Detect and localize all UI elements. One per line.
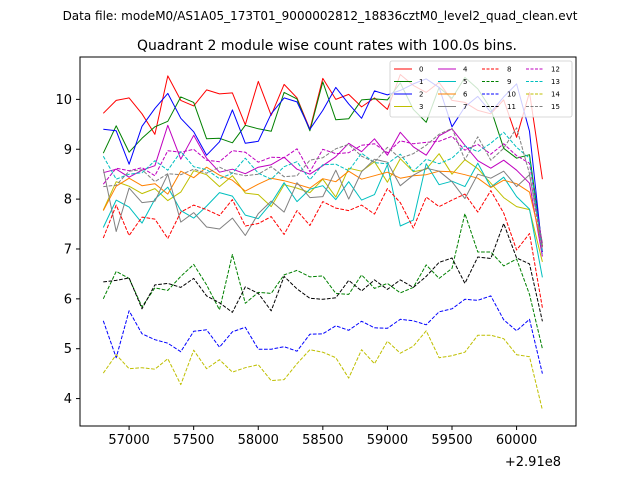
legend-label-5: 5 xyxy=(463,78,467,86)
series-line-8 xyxy=(102,188,543,308)
legend-label-14: 14 xyxy=(551,91,560,99)
plot-area-frame xyxy=(79,56,577,427)
chart-title: Quadrant 2 module wise count rates with … xyxy=(137,38,517,54)
legend-label-12: 12 xyxy=(551,66,560,74)
y-tick-label: 6 xyxy=(64,292,72,307)
x-tick-label: 59500 xyxy=(431,433,472,448)
y-tick-label: 8 xyxy=(64,193,72,208)
y-tick-label: 5 xyxy=(64,342,72,357)
series-line-7 xyxy=(102,158,543,244)
x-tick-label: 57500 xyxy=(173,433,214,448)
legend-label-6: 6 xyxy=(463,91,468,99)
legend-label-11: 11 xyxy=(507,103,516,111)
legend-label-9: 9 xyxy=(507,78,511,86)
series-line-11 xyxy=(103,223,543,322)
legend-label-3: 3 xyxy=(419,103,423,111)
x-tick-label: 60000 xyxy=(496,433,537,448)
series-line-14 xyxy=(102,330,543,411)
y-axis: 4 5 6 7 8 9 10 xyxy=(55,93,80,407)
legend-label-13: 13 xyxy=(551,78,560,86)
legend-label-10: 10 xyxy=(507,91,516,99)
legend-label-1: 1 xyxy=(419,78,423,86)
series-line-15 xyxy=(103,127,543,251)
legend-label-0: 0 xyxy=(419,66,423,74)
legend-label-4: 4 xyxy=(463,66,468,74)
series-line-5 xyxy=(102,162,543,278)
series-line-13 xyxy=(102,131,543,254)
series-line-10 xyxy=(102,295,543,374)
x-tick-label: 58000 xyxy=(238,433,279,448)
legend-frame xyxy=(389,60,573,118)
x-tick-label: 57000 xyxy=(108,433,149,448)
y-tick-label: 9 xyxy=(64,143,72,158)
y-tick-label: 10 xyxy=(55,93,72,108)
y-tick-label: 7 xyxy=(64,242,72,257)
legend-label-2: 2 xyxy=(419,91,423,99)
legend-label-8: 8 xyxy=(507,66,511,74)
series-line-9 xyxy=(102,213,543,349)
x-axis-offset-label: +2.91e8 xyxy=(505,455,561,470)
series-layer xyxy=(102,74,543,411)
series-line-4 xyxy=(103,124,543,257)
y-tick-label: 4 xyxy=(64,392,72,407)
series-line-6 xyxy=(102,166,543,248)
x-axis: 57000 57500 58000 58500 59000 59500 60000 xyxy=(108,426,537,448)
x-tick-label: 58500 xyxy=(302,433,343,448)
x-tick-label: 59000 xyxy=(367,433,408,448)
legend-label-15: 15 xyxy=(551,103,560,111)
chart-suptitle: Data file: modeM0/AS1A05_173T01_90000028… xyxy=(63,9,578,23)
legend-label-7: 7 xyxy=(463,103,467,111)
